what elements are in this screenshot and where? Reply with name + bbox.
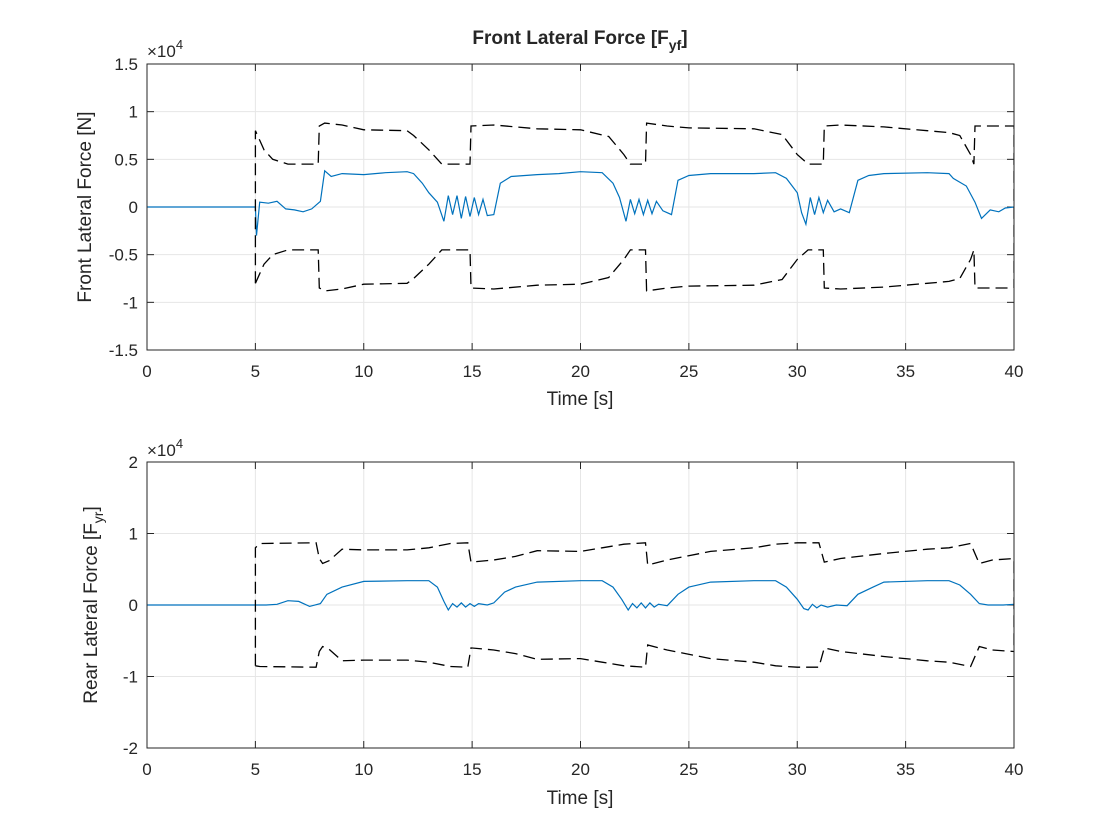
front-y-axis-label: Front Lateral Force [N]	[75, 111, 96, 302]
front-x-tick-label: 40	[1005, 362, 1024, 381]
rear-x-tick-label: 25	[679, 760, 698, 779]
rear-x-tick-label: 35	[896, 760, 915, 779]
front-y-tick-label: 0.5	[114, 150, 138, 169]
front-x-tick-label: 15	[463, 362, 482, 381]
front-x-tick-label: 30	[788, 362, 807, 381]
rear-y-axis-label: Rear Lateral Force [Fyr]	[81, 506, 106, 704]
rear-x-tick-label: 15	[463, 760, 482, 779]
rear-x-tick-label: 10	[354, 760, 373, 779]
front-x-tick-label: 20	[571, 362, 590, 381]
front-force-panel: Front Lateral Force [Fyf] ×104 Time [s] …	[75, 28, 1023, 410]
front-y-tick-label: -1	[123, 293, 138, 312]
rear-signal-line	[147, 580, 1014, 612]
front-exponent-label: ×104	[147, 37, 183, 61]
front-y-tick-label: -0.5	[109, 246, 138, 265]
rear-force-panel: ×104 Time [s] Rear Lateral Force [Fyr] 0…	[81, 436, 1023, 809]
front-x-tick-label: 0	[142, 362, 151, 381]
front-x-tick-label: 25	[679, 362, 698, 381]
front-x-tick-label: 5	[251, 362, 260, 381]
rear-x-tick-label: 40	[1005, 760, 1024, 779]
front-chart-title: Front Lateral Force [Fyf]	[472, 28, 687, 53]
front-axes-box	[146, 63, 1015, 351]
rear-y-tick-label: -2	[123, 739, 138, 758]
rear-axes-box	[146, 461, 1015, 749]
front-x-tick-label: 10	[354, 362, 373, 381]
front-y-tick-label: 0	[129, 198, 138, 217]
rear-x-axis-label: Time [s]	[547, 788, 614, 809]
front-y-tick-label: 1	[129, 103, 138, 122]
rear-x-tick-label: 5	[251, 760, 260, 779]
rear-y-tick-label: 0	[129, 596, 138, 615]
front-bound-line-1	[254, 122, 1014, 288]
rear-y-tick-label: 2	[129, 453, 138, 472]
rear-x-tick-label: 20	[571, 760, 590, 779]
front-y-tick-label: 1.5	[114, 55, 138, 74]
rear-y-tick-label: 1	[129, 525, 138, 544]
rear-y-tick-label: -1	[123, 668, 138, 687]
rear-exponent-label: ×104	[147, 436, 183, 460]
rear-x-tick-label: 30	[788, 760, 807, 779]
front-x-axis-label: Time [s]	[547, 389, 614, 410]
rear-x-tick-label: 0	[142, 760, 151, 779]
rear-bound-line-2	[255, 644, 1014, 668]
front-bound-line-2	[254, 249, 1014, 292]
front-x-tick-label: 35	[896, 362, 915, 381]
front-signal-line	[147, 169, 1014, 236]
front-y-tick-label: -1.5	[109, 341, 138, 360]
